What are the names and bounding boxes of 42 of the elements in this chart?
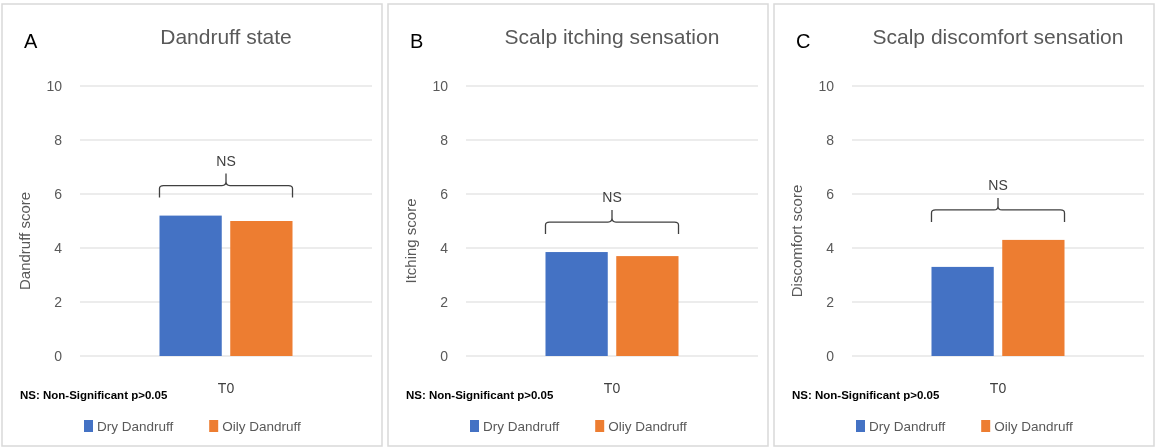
text: NS: Non-Significant p>0.05 [792,389,940,401]
annotation: NS [216,152,236,169]
annotation: NS [602,189,622,206]
y-tick-label: 4 [54,240,63,256]
y-axis-title: Dandruff score [16,191,33,291]
y-axis-title: Itching score [402,198,419,284]
text: NS: Non-Significant p>0.05 [20,389,168,401]
text: NS: Non-Significant p>0.05 [406,389,554,401]
text: B [410,30,424,52]
chart-title: Dandruff state [160,25,292,48]
y-tick-label: 2 [440,294,449,310]
legend-label: Oily Dandruff [222,419,301,434]
y-tick-label: 6 [54,186,63,202]
legend-label: Dry Dandruff [97,419,174,434]
y-axis-title: Discomfort score [788,184,805,298]
legend-label: Dry Dandruff [483,419,560,434]
legend-label: Dry Dandruff [869,419,946,434]
y-tick-label: 0 [54,348,63,364]
chart-title: Scalp itching sensation [504,25,720,48]
y-tick-label: 8 [826,132,835,148]
y-tick-label: 10 [818,78,835,94]
y-tick-label: 4 [440,240,449,256]
x-tick-label: T0 [217,380,235,396]
x-tick-label: T0 [989,380,1007,396]
y-tick-label: 0 [440,348,449,364]
y-tick-label: 2 [826,294,835,310]
annotation: NS [988,176,1008,193]
text: A [24,30,38,52]
legend-label: Oily Dandruff [994,419,1073,434]
y-tick-label: 6 [826,186,835,202]
y-tick-label: 8 [54,132,63,148]
chart-title: Scalp discomfort sensation [872,25,1124,48]
y-tick-label: 10 [46,78,63,94]
y-tick-label: 4 [826,240,835,256]
legend-label: Oliy Dandruff [608,419,687,434]
y-tick-label: 0 [826,348,835,364]
text: C [796,30,811,52]
y-tick-label: 10 [432,78,449,94]
y-tick-label: 8 [440,132,449,148]
x-tick-label: T0 [603,380,621,396]
y-tick-label: 2 [54,294,63,310]
y-tick-label: 6 [440,186,449,202]
